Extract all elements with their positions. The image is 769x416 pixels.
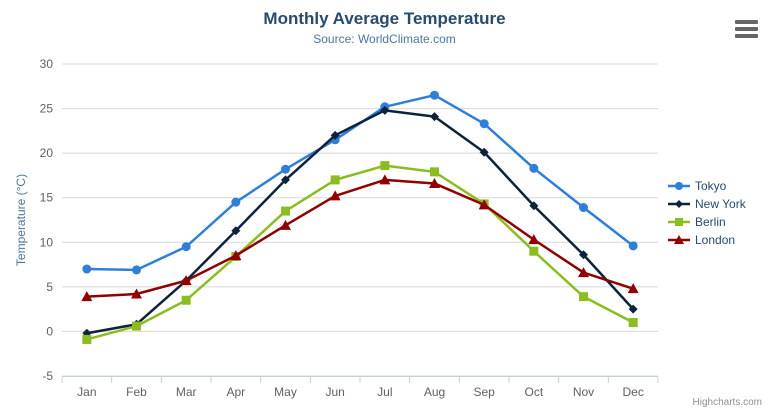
data-point-marker[interactable]	[579, 203, 588, 213]
data-point-marker[interactable]	[379, 174, 391, 185]
x-axis-tick-label: Dec	[622, 385, 643, 399]
triangle-legend-icon	[668, 235, 690, 244]
data-point-marker[interactable]	[675, 182, 683, 190]
legend: Tokyo New York Berlin London	[668, 179, 746, 247]
y-axis-tick-label: -5	[42, 369, 53, 383]
data-point-marker[interactable]	[82, 264, 92, 274]
data-point-marker[interactable]	[81, 291, 93, 302]
data-point-marker[interactable]	[131, 288, 142, 299]
x-axis-tick-label: Aug	[424, 385, 445, 399]
legend-label: London	[695, 233, 736, 247]
data-point-marker[interactable]	[579, 292, 588, 302]
data-point-marker[interactable]	[430, 90, 439, 100]
x-axis-tick-label: Jul	[377, 385, 392, 399]
data-point-marker[interactable]	[578, 267, 589, 278]
data-point-marker[interactable]	[528, 234, 540, 245]
data-point-marker[interactable]	[675, 218, 683, 226]
data-point-marker[interactable]	[430, 167, 439, 177]
circle-legend-icon	[668, 182, 690, 190]
data-point-marker[interactable]	[479, 119, 489, 129]
data-point-marker[interactable]	[132, 321, 141, 331]
data-point-marker[interactable]	[230, 250, 242, 261]
x-axis-tick-label: Feb	[126, 385, 147, 399]
y-axis-tick-label: 10	[40, 235, 54, 249]
y-axis-tick-label: 15	[40, 191, 54, 205]
data-point-marker[interactable]	[330, 175, 340, 185]
series-london[interactable]	[81, 174, 639, 302]
chart-title: Monthly Average Temperature	[263, 9, 506, 28]
diamond-legend-icon	[668, 200, 690, 208]
legend-item-tokyo[interactable]: Tokyo	[668, 179, 746, 193]
legend-label: Berlin	[695, 215, 726, 229]
data-point-marker[interactable]	[380, 161, 390, 171]
legend-item-new-york[interactable]: New York	[668, 197, 746, 211]
data-point-marker[interactable]	[82, 334, 92, 344]
x-axis-tick-label: Mar	[176, 385, 197, 399]
x-axis-tick-label: Sep	[473, 385, 495, 399]
data-point-marker[interactable]	[181, 295, 191, 305]
x-axis-tick-label: Oct	[524, 385, 543, 399]
data-point-marker[interactable]	[478, 199, 490, 210]
data-point-marker[interactable]	[628, 241, 638, 251]
data-point-marker[interactable]	[330, 130, 340, 140]
x-axis-tick-label: Apr	[226, 385, 245, 399]
y-axis-tick-label: 30	[40, 57, 54, 71]
data-point-marker[interactable]	[628, 318, 638, 328]
data-point-marker[interactable]	[281, 206, 290, 216]
data-point-marker[interactable]	[231, 226, 241, 236]
data-point-marker[interactable]	[231, 197, 241, 207]
series-line	[85, 93, 635, 272]
data-point-marker[interactable]	[628, 304, 638, 314]
series-line	[85, 164, 635, 341]
highcharts-credit[interactable]: Highcharts.com	[692, 397, 762, 408]
legend-item-london[interactable]: London	[668, 233, 746, 247]
x-axis-tick-label: Jan	[77, 385, 96, 399]
y-axis-title: Temperature (°C)	[14, 173, 28, 267]
series-line	[85, 109, 635, 335]
data-point-marker[interactable]	[529, 201, 539, 211]
data-point-marker[interactable]	[429, 177, 440, 188]
y-axis-tick-label: 25	[40, 102, 54, 116]
hamburger-icon[interactable]	[735, 20, 758, 38]
data-point-marker[interactable]	[180, 275, 192, 286]
square-legend-icon	[668, 218, 690, 226]
data-point-marker[interactable]	[579, 250, 588, 260]
data-point-marker[interactable]	[529, 163, 539, 173]
data-point-marker[interactable]	[627, 283, 639, 294]
data-point-marker[interactable]	[181, 242, 191, 252]
data-point-marker[interactable]	[281, 175, 290, 185]
legend-label: New York	[695, 197, 746, 211]
data-point-marker[interactable]	[280, 219, 291, 230]
series-tokyo[interactable]	[82, 90, 638, 275]
legend-label: Tokyo	[695, 179, 727, 193]
legend-item-berlin[interactable]: Berlin	[668, 215, 746, 229]
data-point-marker[interactable]	[529, 246, 539, 256]
y-axis-tick-label: 20	[40, 146, 54, 160]
data-point-marker[interactable]	[329, 190, 341, 201]
series-new-york[interactable]	[82, 105, 638, 338]
data-point-marker[interactable]	[380, 105, 390, 115]
y-axis-tick-label: 5	[46, 280, 53, 294]
y-axis-tick-label: 0	[46, 324, 53, 338]
data-point-marker[interactable]	[479, 147, 489, 157]
data-point-marker[interactable]	[281, 164, 290, 174]
data-point-marker[interactable]	[674, 235, 684, 244]
x-axis-tick-label: Jun	[325, 385, 344, 399]
x-axis-tick-label: May	[274, 385, 297, 399]
data-point-marker[interactable]	[430, 112, 439, 122]
series-line	[85, 178, 635, 298]
data-point-marker[interactable]	[675, 200, 683, 208]
x-axis-tick-label: Nov	[573, 385, 594, 399]
chart-subtitle: Source: WorldClimate.com	[313, 32, 456, 46]
data-point-marker[interactable]	[132, 265, 141, 275]
